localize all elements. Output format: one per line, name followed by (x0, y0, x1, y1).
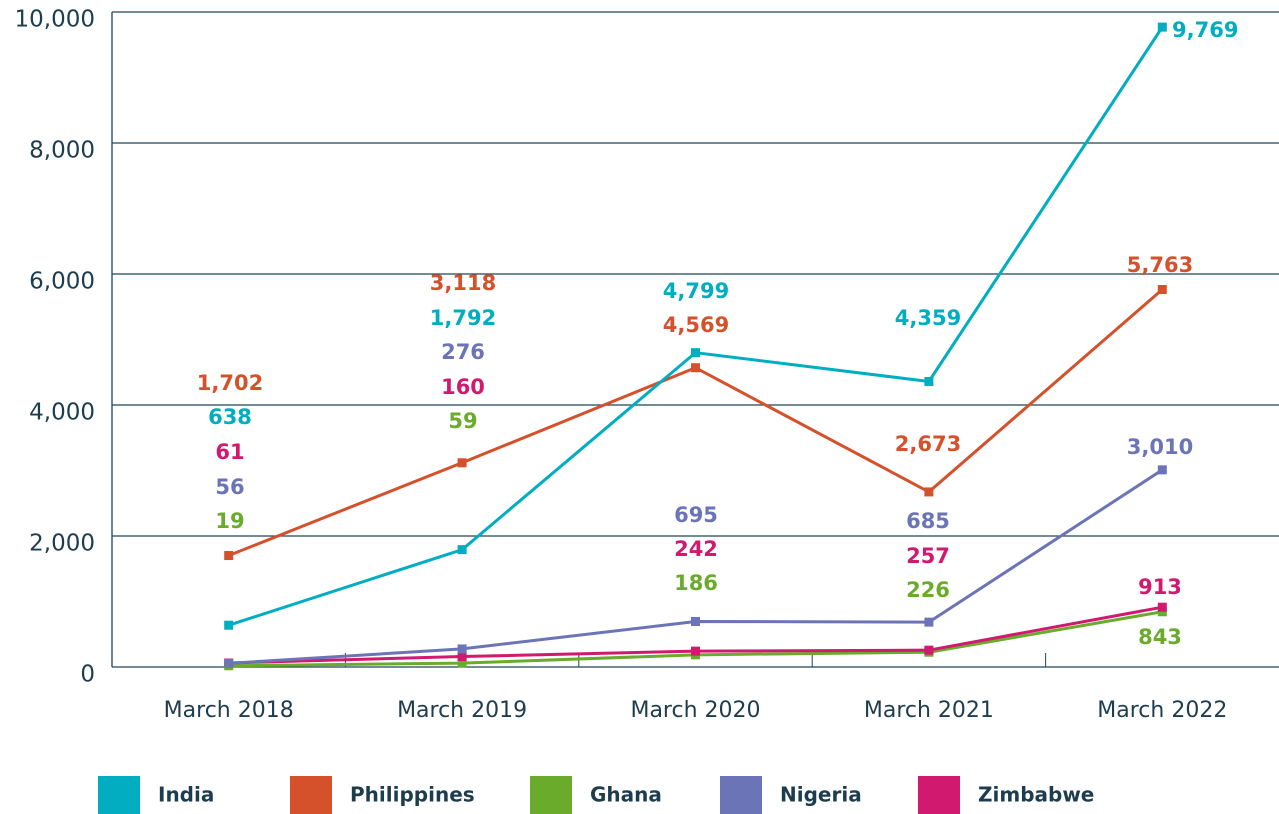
marker (1157, 285, 1167, 295)
y-tick-label: 0 (80, 662, 95, 688)
marker (691, 348, 700, 358)
legend-swatch (98, 776, 140, 814)
x-tick-label: March 2018 (164, 698, 294, 723)
data-label: 2,673 (895, 432, 961, 456)
marker (1157, 607, 1167, 617)
data-label: 843 (1138, 625, 1182, 649)
data-label: 226 (906, 578, 950, 602)
data-label: 5,763 (1127, 253, 1193, 277)
data-label: 685 (906, 509, 950, 533)
x-tick-label: March 2021 (864, 698, 994, 723)
data-label: 913 (1138, 575, 1182, 599)
marker (691, 363, 700, 373)
marker (457, 458, 467, 468)
marker (924, 645, 934, 655)
data-label: 19 (215, 509, 244, 533)
y-tick-label: 10,000 (15, 7, 95, 33)
marker (224, 551, 234, 561)
y-tick-label: 4,000 (29, 400, 95, 426)
marker (1157, 602, 1167, 612)
marker (224, 658, 234, 668)
marker (457, 545, 467, 555)
data-label: 3,010 (1127, 435, 1193, 459)
data-label: 4,359 (895, 306, 961, 330)
data-label: 695 (674, 503, 718, 527)
y-tick-label: 2,000 (29, 531, 95, 557)
data-label: 257 (906, 544, 950, 568)
legend-label: Philippines (350, 783, 475, 807)
legend-swatch (290, 776, 332, 814)
legend-swatch (530, 776, 572, 814)
marker (924, 487, 934, 497)
data-label: 61 (215, 440, 244, 464)
data-label: 4,569 (663, 313, 729, 337)
marker (457, 658, 467, 668)
x-tick-label: March 2019 (397, 698, 527, 723)
y-tick-label: 6,000 (29, 269, 95, 295)
legend-label: Zimbabwe (978, 783, 1094, 807)
data-label: 3,118 (430, 271, 496, 295)
data-label: 4,799 (663, 279, 729, 303)
data-label: 242 (674, 537, 718, 561)
data-label: 638 (208, 405, 252, 429)
data-label: 276 (441, 340, 485, 364)
legend-swatch (720, 776, 762, 814)
x-tick-label: March 2020 (630, 698, 760, 723)
legend-label: Nigeria (780, 783, 862, 807)
marker (224, 620, 234, 630)
legend-label: Ghana (590, 783, 662, 807)
data-label: 56 (215, 475, 244, 499)
legend-swatch (918, 776, 960, 814)
x-tick-label: March 2022 (1097, 698, 1227, 723)
marker (924, 617, 934, 627)
legend-label: India (158, 783, 214, 807)
marker (1157, 22, 1167, 32)
marker (1157, 465, 1167, 475)
data-label: 160 (441, 375, 485, 399)
data-label: 59 (448, 409, 477, 433)
data-label: 1,792 (430, 306, 496, 330)
marker (457, 652, 467, 662)
marker (691, 646, 700, 656)
data-label: 1,702 (197, 371, 263, 395)
marker (924, 376, 934, 386)
data-label: 186 (674, 571, 718, 595)
marker (691, 616, 700, 626)
y-tick-label: 8,000 (29, 138, 95, 164)
marker (457, 644, 467, 654)
data-label: 9,769 (1172, 18, 1238, 42)
